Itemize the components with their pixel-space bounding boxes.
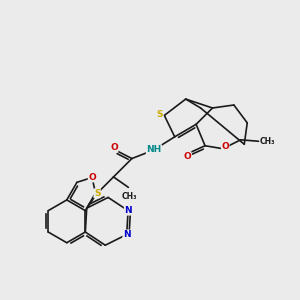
Text: N: N [123, 230, 130, 239]
Text: S: S [94, 189, 101, 198]
Text: NH: NH [146, 145, 161, 154]
Text: S: S [157, 110, 163, 119]
Text: O: O [88, 173, 96, 182]
Text: CH₃: CH₃ [122, 192, 138, 201]
Text: O: O [221, 142, 229, 151]
Text: O: O [183, 152, 191, 160]
Text: N: N [124, 206, 132, 215]
Text: CH₃: CH₃ [260, 137, 275, 146]
Text: O: O [110, 143, 118, 152]
